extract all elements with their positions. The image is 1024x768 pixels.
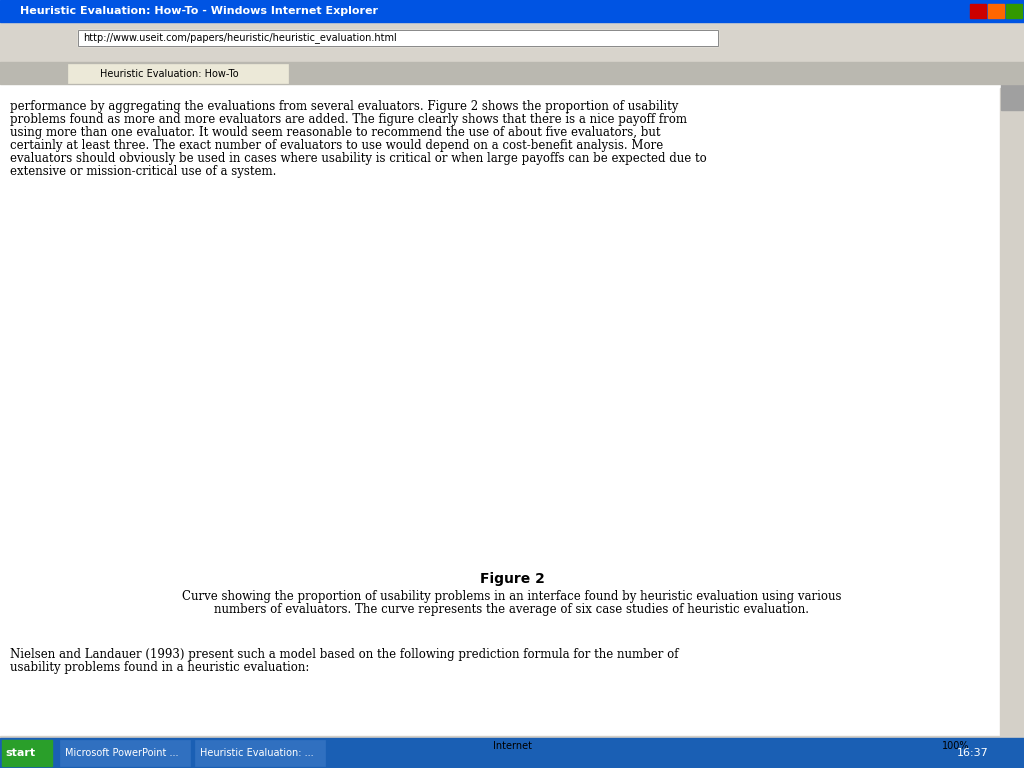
Text: certainly at least three. The exact number of evaluators to use would depend on : certainly at least three. The exact numb…	[10, 139, 664, 152]
Text: using more than one evaluator. It would seem reasonable to recommend the use of : using more than one evaluator. It would …	[10, 126, 660, 139]
Text: Heuristic Evaluation: How-To: Heuristic Evaluation: How-To	[100, 69, 239, 79]
Text: Heuristic Evaluation: ...: Heuristic Evaluation: ...	[200, 748, 313, 758]
X-axis label: Number of Evaluators: Number of Evaluators	[463, 558, 599, 571]
Text: 100%: 100%	[942, 741, 970, 751]
Text: performance by aggregating the evaluations from several evaluators. Figure 2 sho: performance by aggregating the evaluatio…	[10, 100, 678, 113]
Text: Figure 2: Figure 2	[479, 572, 545, 586]
Text: Nielsen and Landauer (1993) present such a model based on the following predicti: Nielsen and Landauer (1993) present such…	[10, 648, 679, 661]
Text: Microsoft PowerPoint ...: Microsoft PowerPoint ...	[65, 748, 178, 758]
Text: Internet: Internet	[493, 741, 531, 751]
Text: usability problems found in a heuristic evaluation:: usability problems found in a heuristic …	[10, 661, 309, 674]
Text: Curve showing the proportion of usability problems in an interface found by heur: Curve showing the proportion of usabilit…	[182, 590, 842, 603]
Text: numbers of evaluators. The curve represents the average of six case studies of h: numbers of evaluators. The curve represe…	[214, 603, 810, 616]
Text: http://www.useit.com/papers/heuristic/heuristic_evaluation.html: http://www.useit.com/papers/heuristic/he…	[83, 32, 396, 44]
Text: Heuristic Evaluation: How-To - Windows Internet Explorer: Heuristic Evaluation: How-To - Windows I…	[20, 6, 379, 16]
Text: 16:37: 16:37	[956, 748, 989, 758]
Text: problems found as more and more evaluators are added. The figure clearly shows t: problems found as more and more evaluato…	[10, 113, 687, 126]
Text: extensive or mission-critical use of a system.: extensive or mission-critical use of a s…	[10, 165, 276, 178]
Y-axis label: Proportion of Usability
Problems Found: Proportion of Usability Problems Found	[261, 314, 290, 453]
Text: start: start	[5, 748, 35, 758]
Text: evaluators should obviously be used in cases where usability is critical or when: evaluators should obviously be used in c…	[10, 152, 707, 165]
